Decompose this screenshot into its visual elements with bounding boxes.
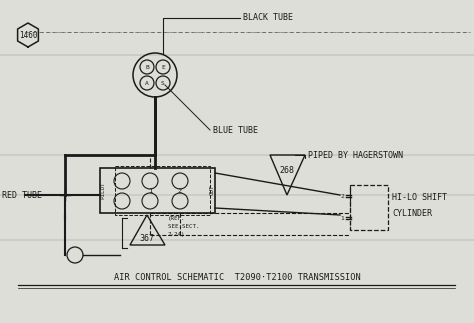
Text: BLACK TUBE: BLACK TUBE [243,13,293,22]
Circle shape [114,193,130,209]
Circle shape [142,193,158,209]
Text: 1460: 1460 [19,30,37,39]
Circle shape [156,60,170,74]
Circle shape [67,247,83,263]
Text: BLUE TUBE: BLUE TUBE [213,126,258,134]
Circle shape [142,173,158,189]
Text: A: A [145,80,149,86]
Circle shape [114,173,130,189]
FancyBboxPatch shape [100,168,215,213]
Text: HI-LO SHIFT: HI-LO SHIFT [392,193,447,202]
Polygon shape [130,215,165,245]
Text: 1: 1 [148,188,152,194]
Polygon shape [270,155,305,195]
Text: 1: 1 [340,215,344,221]
Text: 2: 2 [178,188,182,194]
Text: 268: 268 [280,165,294,174]
Text: AIR CONTROL SCHEMATIC  T2090·T2100 TRANSMISSION: AIR CONTROL SCHEMATIC T2090·T2100 TRANSM… [114,274,360,283]
Text: (REF.: (REF. [168,216,185,221]
Circle shape [140,60,154,74]
Text: E: E [161,65,165,69]
Text: 7-24): 7-24) [168,232,185,237]
Text: 2: 2 [340,193,344,199]
Circle shape [140,76,154,90]
Text: CYLINDER: CYLINDER [392,209,432,217]
Circle shape [156,76,170,90]
Text: S: S [161,80,165,86]
Circle shape [172,193,188,209]
Text: RED TUBE: RED TUBE [2,191,42,200]
Text: 367: 367 [139,234,155,243]
Text: SEE SECT.: SEE SECT. [168,224,200,229]
Text: B: B [145,65,149,69]
Text: PIPED BY HAGERSTOWN: PIPED BY HAGERSTOWN [308,151,403,160]
Text: OUT: OUT [210,185,215,195]
Circle shape [172,173,188,189]
Circle shape [133,53,177,97]
Text: PILOT: PILOT [100,181,106,199]
